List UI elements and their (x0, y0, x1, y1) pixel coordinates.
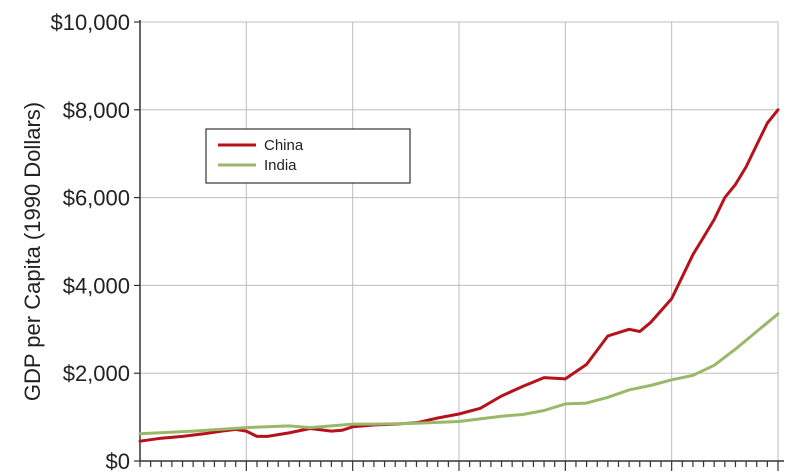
legend-box (205, 128, 411, 184)
series-line-china (138, 108, 780, 443)
y-tick-labels: $0 $2,000 $4,000 $6,000 $8,000 $10,000 (50, 10, 130, 472)
y-tick-label: $8,000 (63, 98, 130, 123)
y-tick-label: $4,000 (63, 273, 130, 298)
axes (134, 20, 784, 471)
y-tick-label: $10,000 (50, 10, 130, 35)
y-axis-label: GDP per Capita (1990 Dollars) (20, 102, 45, 401)
legend: China India (205, 128, 411, 184)
legend-label-china: China (264, 137, 304, 154)
legend-label-india: India (264, 157, 297, 174)
y-tick-label: $6,000 (63, 186, 130, 211)
series-lines (138, 108, 780, 443)
y-tick-label: $2,000 (63, 361, 130, 386)
series-line-india (138, 312, 780, 436)
gridlines (140, 21, 779, 461)
y-tick-label: $0 (106, 449, 130, 472)
